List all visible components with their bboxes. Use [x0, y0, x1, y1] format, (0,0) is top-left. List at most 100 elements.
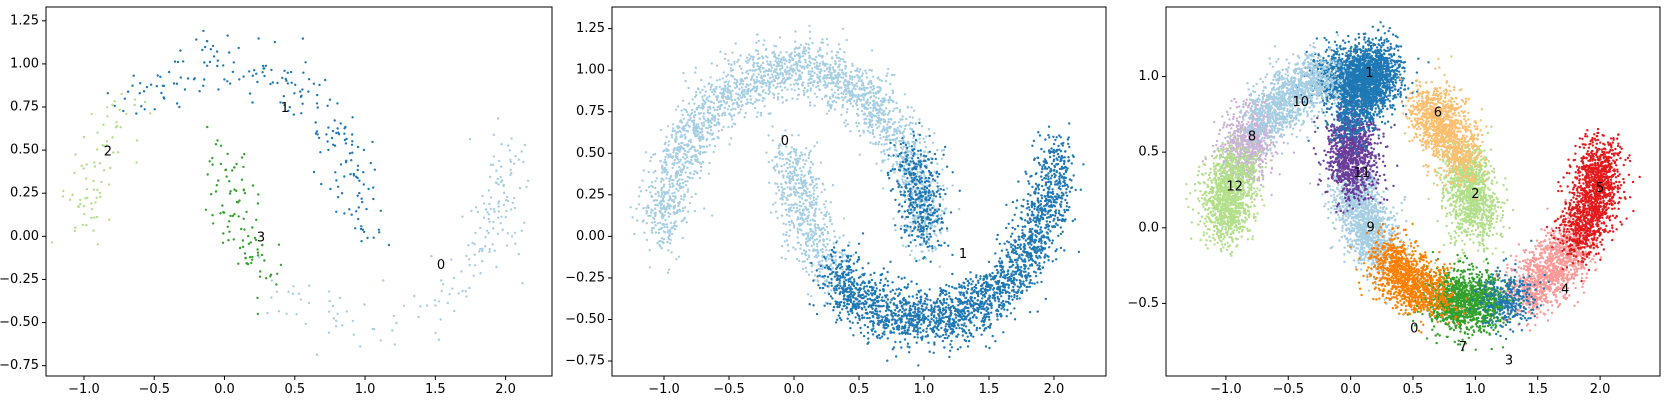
point-1-1-566	[781, 191, 784, 194]
point-0-0-93	[499, 222, 502, 225]
point-0-0-38	[473, 253, 476, 256]
point-1-0-715	[826, 43, 829, 46]
point-0-0-57	[526, 179, 530, 182]
point-1-0-1274	[780, 64, 784, 67]
point-1-2-595	[1008, 256, 1011, 259]
point-1-0-662	[761, 90, 765, 93]
point-1-0-2349	[698, 117, 701, 120]
point-1-0-2319	[795, 53, 799, 56]
point-1-0-2069	[716, 97, 719, 100]
point-1-0-894	[673, 191, 676, 194]
point-1-0-913	[875, 119, 878, 123]
point-1-0-2247	[809, 70, 813, 73]
point-1-1-58	[775, 163, 779, 166]
point-1-0-2006	[686, 175, 689, 178]
point-1-1-294	[813, 189, 816, 192]
point-1-0-1226	[723, 106, 727, 110]
point-1-2-79	[878, 337, 882, 340]
point-1-1-491	[826, 280, 829, 283]
point-1-1-0	[809, 166, 812, 169]
point-1-1-449	[802, 159, 805, 162]
point-0-1-140	[340, 192, 344, 195]
point-1-2-680	[1048, 155, 1052, 159]
point-1-2-541	[973, 324, 976, 327]
point-1-2-1246	[963, 286, 967, 290]
point-1-0-1960	[737, 98, 740, 101]
point-1-2-253	[1049, 230, 1052, 233]
point-1-0-466	[710, 84, 714, 87]
point-1-1-87	[813, 274, 817, 277]
point-1-1-331	[808, 169, 811, 172]
point-1-2-1366	[996, 233, 999, 237]
point-0-4-60	[465, 295, 468, 298]
point-0-1-114	[329, 187, 332, 191]
point-1-0-1487	[885, 142, 888, 146]
point-1-0-1882	[681, 236, 684, 240]
point-1-0-2260	[693, 158, 697, 161]
point-1-0-514	[666, 231, 669, 234]
point-1-1-350	[803, 220, 806, 223]
point-1-1-267	[818, 235, 821, 238]
point-1-0-1330	[803, 91, 806, 95]
point-1-2-1095	[866, 331, 870, 334]
point-0-5-52	[162, 96, 165, 99]
point-1-0-1138	[788, 58, 791, 62]
point-0-3-60	[260, 253, 264, 257]
point-1-0-269	[718, 85, 721, 89]
point-0-0-19	[492, 208, 496, 211]
point-1-1-18	[833, 235, 837, 238]
point-1-1-126	[843, 278, 846, 281]
y-tick-label: 0.75	[10, 100, 39, 115]
point-1-0-1681	[854, 102, 858, 105]
point-1-1-406	[812, 219, 815, 222]
point-1-0-1549	[757, 52, 760, 56]
point-1-0-437	[726, 108, 730, 111]
point-0-4-0	[327, 331, 331, 334]
point-1-1-525	[804, 183, 807, 187]
point-1-0-1707	[884, 107, 888, 110]
point-0-3-84	[251, 258, 254, 261]
point-1-2-860	[1016, 246, 1020, 250]
point-1-1-399	[787, 172, 790, 175]
point-1-0-2218	[826, 62, 829, 66]
point-1-0-738	[849, 70, 853, 74]
point-1-0-2194	[704, 119, 708, 123]
point-1-0-2383	[660, 203, 664, 206]
point-0-4-69	[328, 299, 331, 303]
point-1-0-981	[700, 165, 703, 169]
point-1-0-2313	[734, 107, 737, 111]
point-0-5-51	[122, 109, 125, 113]
point-1-0-1542	[895, 101, 898, 105]
point-0-4-32	[270, 279, 273, 282]
point-0-2-31	[143, 100, 147, 104]
point-1-0-1072	[697, 105, 701, 109]
point-1-1-285	[804, 192, 807, 195]
point-1-0-475	[916, 153, 919, 156]
point-1-1-49	[800, 153, 804, 156]
point-0-4-13	[299, 298, 303, 301]
point-0-5-21	[215, 50, 219, 53]
point-1-0-970	[696, 149, 699, 152]
point-1-1-302	[809, 219, 812, 222]
point-1-0-296	[774, 59, 777, 63]
point-0-2-74	[62, 189, 65, 193]
point-1-0-2098	[898, 108, 902, 112]
point-0-2-61	[90, 202, 93, 205]
point-1-1-52	[826, 230, 829, 233]
point-1-0-2340	[684, 135, 687, 139]
point-1-0-1130	[668, 183, 671, 186]
point-1-0-1270	[888, 125, 891, 128]
point-1-0-1945	[767, 92, 770, 96]
point-0-5-22	[140, 105, 143, 108]
point-1-0-695	[945, 187, 949, 190]
point-1-0-748	[887, 67, 890, 71]
point-0-1-72	[372, 186, 375, 189]
point-1-0-2324	[861, 81, 865, 85]
point-1-2-866	[868, 316, 871, 320]
point-1-0-2204	[939, 232, 943, 235]
point-1-2-1287	[866, 325, 870, 329]
y-tick-label: 1.25	[10, 13, 39, 28]
point-1-2-266	[823, 274, 826, 278]
point-1-0-501	[747, 84, 750, 87]
point-0-1-4	[251, 101, 254, 104]
